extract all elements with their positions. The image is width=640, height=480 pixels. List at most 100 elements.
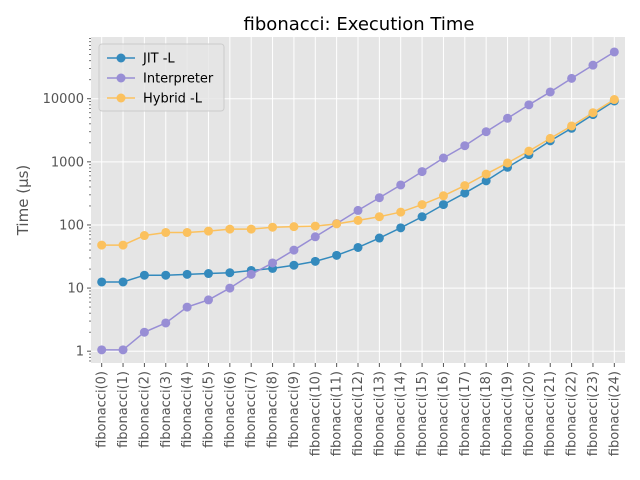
data-point bbox=[182, 269, 192, 279]
data-point bbox=[246, 224, 256, 234]
x-tick-label: fibonacci(18) bbox=[479, 371, 494, 456]
legend-label: Interpreter bbox=[143, 72, 214, 87]
x-tick-label: fibonacci(19) bbox=[501, 371, 516, 456]
y-tick-label: 1 bbox=[76, 345, 84, 360]
data-point bbox=[588, 108, 598, 118]
data-point bbox=[396, 207, 406, 217]
x-tick-label: fibonacci(6) bbox=[223, 371, 238, 448]
x-tick-label: fibonacci(9) bbox=[287, 371, 302, 448]
data-point bbox=[161, 318, 171, 328]
data-point bbox=[289, 245, 299, 255]
legend-label: JIT -L bbox=[142, 52, 175, 67]
legend-label: Hybrid -L bbox=[143, 92, 203, 107]
x-tick-label: fibonacci(16) bbox=[436, 371, 451, 456]
data-point bbox=[203, 295, 213, 305]
y-tick-label: 100 bbox=[59, 218, 84, 233]
data-point bbox=[161, 270, 171, 280]
data-point bbox=[182, 302, 192, 312]
data-point bbox=[310, 256, 320, 266]
data-point bbox=[545, 133, 555, 143]
data-point bbox=[203, 226, 213, 236]
data-point bbox=[460, 181, 470, 191]
data-point bbox=[481, 169, 491, 179]
data-point bbox=[481, 176, 491, 186]
y-tick-label: 10 bbox=[67, 282, 84, 297]
data-point bbox=[353, 215, 363, 225]
data-point bbox=[567, 121, 577, 131]
x-tick-label: fibonacci(2) bbox=[137, 371, 152, 448]
data-point bbox=[310, 221, 320, 231]
data-point bbox=[460, 141, 470, 151]
x-tick-label: fibonacci(7) bbox=[244, 371, 259, 448]
data-point bbox=[524, 100, 534, 110]
y-axis-label: Time (µs) bbox=[14, 165, 32, 237]
data-point bbox=[289, 222, 299, 232]
data-point bbox=[97, 345, 107, 355]
data-point bbox=[417, 212, 427, 222]
data-point bbox=[545, 87, 555, 97]
data-point bbox=[139, 327, 149, 337]
data-point bbox=[503, 158, 513, 168]
legend-marker bbox=[116, 93, 126, 103]
chart-title: fibonacci: Execution Time bbox=[244, 14, 475, 35]
data-point bbox=[246, 269, 256, 279]
data-point bbox=[182, 227, 192, 237]
legend-marker bbox=[116, 73, 126, 83]
x-tick-label: fibonacci(15) bbox=[415, 371, 430, 456]
data-point bbox=[118, 240, 128, 250]
x-tick-label: fibonacci(8) bbox=[266, 371, 281, 448]
x-tick-label: fibonacci(23) bbox=[586, 371, 601, 456]
x-tick-label: fibonacci(21) bbox=[543, 371, 558, 456]
data-point bbox=[396, 223, 406, 233]
x-tick-label: fibonacci(17) bbox=[458, 371, 473, 456]
data-point bbox=[438, 153, 448, 163]
data-point bbox=[609, 47, 619, 57]
data-point bbox=[438, 191, 448, 201]
data-point bbox=[588, 60, 598, 70]
x-tick-label: fibonacci(13) bbox=[372, 371, 387, 456]
y-tick-label: 10000 bbox=[43, 92, 84, 107]
data-point bbox=[161, 227, 171, 237]
data-point bbox=[139, 231, 149, 241]
data-point bbox=[225, 268, 235, 278]
data-point bbox=[374, 212, 384, 222]
data-point bbox=[417, 200, 427, 210]
legend: JIT -L Interpreter Hybrid -L bbox=[98, 43, 225, 112]
data-point bbox=[332, 250, 342, 260]
axis-ticks: fibonacci(0) fibonacci(1) fibonacci(2) fibo… bbox=[43, 38, 622, 456]
data-point bbox=[118, 277, 128, 287]
data-point bbox=[417, 167, 427, 177]
data-point bbox=[503, 113, 513, 123]
data-point bbox=[268, 222, 278, 232]
data-point bbox=[97, 277, 107, 287]
data-point bbox=[460, 188, 470, 198]
data-point bbox=[481, 127, 491, 137]
data-point bbox=[567, 73, 577, 83]
data-point bbox=[374, 233, 384, 243]
x-tick-label: fibonacci(4) bbox=[180, 371, 195, 448]
x-tick-label: fibonacci(10) bbox=[308, 371, 323, 456]
data-point bbox=[374, 193, 384, 203]
x-tick-label: fibonacci(0) bbox=[95, 371, 110, 448]
data-point bbox=[97, 240, 107, 250]
data-point bbox=[438, 200, 448, 210]
data-point bbox=[332, 219, 342, 229]
data-point bbox=[353, 242, 363, 252]
data-point bbox=[289, 260, 299, 270]
legend-marker bbox=[116, 53, 126, 63]
data-point bbox=[225, 224, 235, 234]
x-tick-label: fibonacci(12) bbox=[351, 371, 366, 456]
x-tick-label: fibonacci(3) bbox=[159, 371, 174, 448]
data-point bbox=[118, 345, 128, 355]
data-point bbox=[609, 95, 619, 105]
data-point bbox=[310, 232, 320, 242]
x-tick-label: fibonacci(11) bbox=[330, 371, 345, 456]
data-point bbox=[225, 283, 235, 293]
series-hybrid-l bbox=[97, 95, 619, 250]
x-tick-label: fibonacci(1) bbox=[116, 371, 131, 448]
data-point bbox=[396, 180, 406, 190]
data-point bbox=[139, 270, 149, 280]
data-point bbox=[524, 146, 534, 156]
data-point bbox=[203, 269, 213, 279]
